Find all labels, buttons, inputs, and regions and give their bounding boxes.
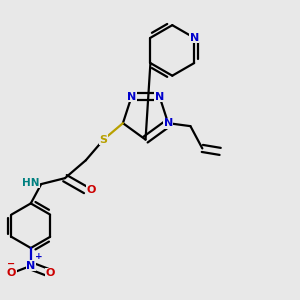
Text: S: S	[100, 134, 108, 145]
Text: +: +	[35, 252, 43, 261]
Text: N: N	[26, 261, 35, 271]
Text: N: N	[155, 92, 164, 102]
Text: O: O	[7, 268, 16, 278]
Text: −: −	[7, 259, 15, 269]
Text: N: N	[164, 118, 173, 128]
Text: N: N	[127, 92, 136, 102]
Text: O: O	[45, 268, 55, 278]
Text: HN: HN	[22, 178, 40, 188]
Text: N: N	[190, 33, 199, 43]
Text: O: O	[86, 185, 96, 195]
